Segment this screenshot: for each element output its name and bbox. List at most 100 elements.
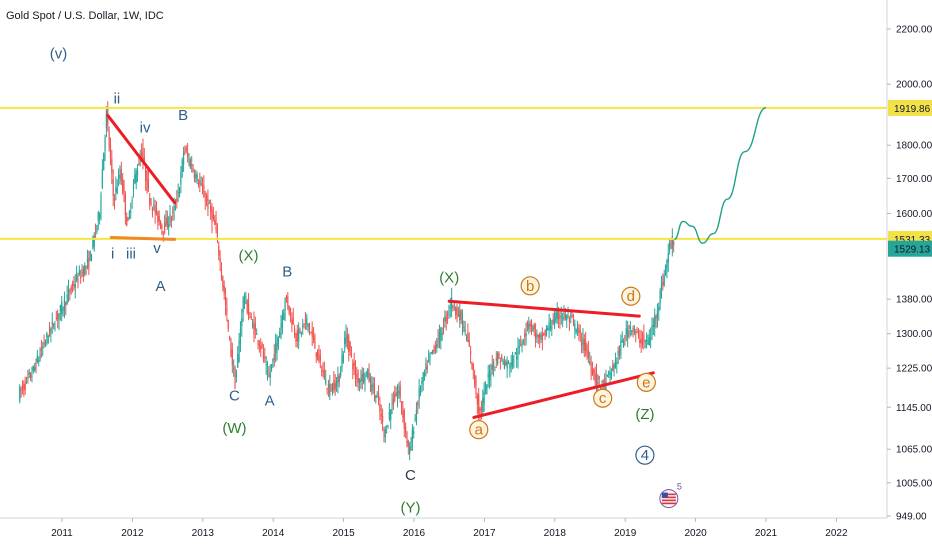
candle-body <box>667 253 669 263</box>
wave-label-text: c <box>599 390 607 407</box>
candle-body <box>364 377 366 382</box>
wave-label-text: i <box>111 246 114 263</box>
wave-label: a <box>469 420 489 440</box>
candle-body <box>391 403 393 405</box>
candle-body <box>571 315 573 318</box>
candle-body <box>272 358 274 363</box>
price-axis[interactable]: 949.00 1005.00 1065.00 1145.00 1225.00 1300.0… <box>887 25 932 523</box>
candle-body <box>659 290 661 304</box>
candle-body <box>602 380 604 383</box>
trend-line[interactable] <box>109 235 177 241</box>
trend-line[interactable] <box>106 113 177 205</box>
candle-body <box>567 314 569 317</box>
candle-body <box>625 328 627 335</box>
candle-body <box>463 326 465 329</box>
candle-body <box>400 401 403 410</box>
candle-body <box>111 158 113 174</box>
candle-body <box>506 361 508 369</box>
trend-lines[interactable] <box>106 113 655 419</box>
candle-body <box>50 328 52 333</box>
candle-body <box>640 338 642 344</box>
candle-body <box>440 327 442 342</box>
candle-body <box>419 390 422 394</box>
wave-label-text: e <box>642 374 650 391</box>
candle-body <box>606 374 608 376</box>
candle-body <box>591 370 594 376</box>
candle-body <box>566 315 568 321</box>
candle-body <box>28 372 30 375</box>
candle-body <box>423 372 426 377</box>
candle-body <box>614 360 617 368</box>
candle-body <box>210 205 212 213</box>
chart-title: Gold Spot / U.S. Dollar, 1W, IDC <box>6 10 164 22</box>
candle-body <box>426 366 428 370</box>
price-tick-label: 1700.00 <box>896 174 932 185</box>
candle-body <box>553 315 556 325</box>
candle-body <box>660 284 663 299</box>
wave-label: d <box>621 286 641 306</box>
candle-body <box>273 353 275 360</box>
candle-body <box>406 432 408 444</box>
candle-body <box>302 325 304 327</box>
candle-body <box>307 323 309 328</box>
candle-body <box>252 323 254 328</box>
candle-body <box>280 323 282 331</box>
candle-body <box>31 376 33 378</box>
wave-label: (v) <box>50 46 68 63</box>
candle-body <box>444 317 446 322</box>
candle-body <box>204 199 206 201</box>
wave-label-text: C <box>229 388 240 405</box>
price-tick-label: 1225.00 <box>896 364 932 375</box>
candle-body <box>383 430 385 433</box>
candle-body <box>54 327 56 330</box>
candle-body <box>319 354 321 362</box>
candle-body <box>507 361 510 363</box>
wave-label-text: ii <box>114 90 121 107</box>
candle-body <box>663 275 665 286</box>
wave-label-circle <box>520 276 540 296</box>
wave-label: A <box>156 278 166 295</box>
candle-body <box>35 362 37 370</box>
candle-body <box>609 373 611 375</box>
candle-body <box>105 110 108 129</box>
candle-body <box>73 283 75 287</box>
time-tick-label: 2017 <box>473 528 496 539</box>
time-tick-label: 2022 <box>825 528 848 539</box>
candle-body <box>395 391 397 397</box>
candle-body <box>345 333 347 347</box>
candle-body <box>117 175 120 179</box>
candle-body <box>212 212 214 220</box>
trend-line[interactable] <box>472 371 655 419</box>
candle-body <box>166 217 168 226</box>
candle-body <box>357 378 359 383</box>
candle-body <box>474 374 476 386</box>
candle-body <box>341 356 343 369</box>
candle-body <box>369 377 372 382</box>
candle-body <box>490 373 492 377</box>
candle-body <box>632 328 634 330</box>
candle-body <box>90 254 93 262</box>
candle-body <box>425 363 427 371</box>
candle-body <box>59 304 61 312</box>
candle-body <box>655 316 657 319</box>
wave-label: b <box>520 276 540 296</box>
candle-body <box>402 409 404 418</box>
candle-body <box>499 361 501 363</box>
candle-body <box>410 442 412 451</box>
trend-line[interactable] <box>447 299 641 318</box>
candle-body <box>547 328 549 331</box>
candle-body <box>123 183 125 196</box>
candle-body <box>257 340 259 345</box>
wave-label: B <box>282 263 292 280</box>
candle-body <box>146 170 148 191</box>
wave-label: iii <box>126 246 136 263</box>
candle-body <box>441 333 443 336</box>
candle-body <box>159 220 162 229</box>
wave-label: ii <box>114 90 121 107</box>
candle-body <box>27 376 29 378</box>
time-axis[interactable]: 2011 2012 2013 2014 2015 2016 2017 2018 2019 2020… <box>51 518 848 539</box>
candle-body <box>415 409 418 423</box>
candle-body <box>173 205 175 211</box>
candle-body <box>375 395 377 399</box>
